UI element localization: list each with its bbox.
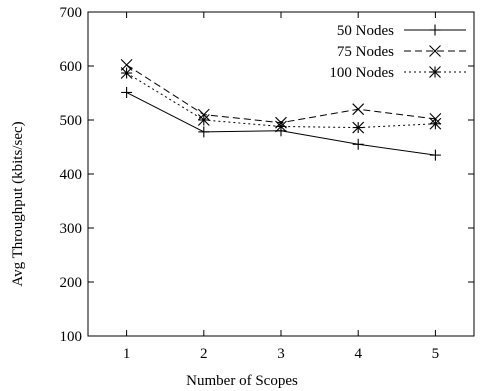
plot-border <box>87 11 475 337</box>
y-axis-ticks: 100 200 300 400 500 600 700 <box>60 5 474 345</box>
plus-marker <box>352 138 364 150</box>
star-marker <box>275 120 287 133</box>
plot-frame <box>87 11 475 337</box>
series-layer <box>120 59 442 161</box>
x-tick-label: 2 <box>200 346 208 362</box>
x-tick-label: 3 <box>277 346 285 362</box>
star-marker <box>429 66 441 78</box>
legend-item: 75 Nodes <box>337 44 466 60</box>
legend-label: 50 Nodes <box>337 23 394 39</box>
y-tick-label: 400 <box>60 167 83 183</box>
x-tick-label: 1 <box>123 346 131 362</box>
x-tick-label: 5 <box>432 346 440 362</box>
star-marker <box>429 117 442 130</box>
series-100-nodes <box>120 67 442 134</box>
star-marker <box>120 67 133 79</box>
x-axis-ticks: 1 2 3 4 5 <box>123 12 439 362</box>
x-axis-label: Number of Scopes <box>186 373 298 389</box>
legend-label: 75 Nodes <box>337 44 394 60</box>
y-axis-label: Avg Throughput (kbits/sec) <box>10 121 26 286</box>
y-tick-label: 200 <box>60 275 83 291</box>
x-marker <box>429 45 441 57</box>
y-tick-label: 700 <box>60 5 83 21</box>
y-tick-label: 500 <box>60 113 83 129</box>
plus-marker <box>121 86 133 98</box>
series-line <box>126 72 436 129</box>
legend-item: 100 Nodes <box>329 65 466 81</box>
y-tick-label: 600 <box>60 59 83 75</box>
y-tick-label: 100 <box>60 329 83 345</box>
star-marker <box>197 114 210 126</box>
plus-marker <box>429 149 441 161</box>
x-tick-label: 4 <box>354 346 362 362</box>
y-tick-label: 300 <box>60 221 83 237</box>
legend-item: 50 Nodes <box>337 23 466 39</box>
x-marker <box>352 103 365 116</box>
star-marker <box>352 121 365 134</box>
legend-label: 100 Nodes <box>329 65 394 81</box>
plus-marker <box>198 126 210 138</box>
plus-marker <box>429 24 441 36</box>
legend: 50 Nodes 75 Nodes 100 Nodes <box>329 23 466 81</box>
